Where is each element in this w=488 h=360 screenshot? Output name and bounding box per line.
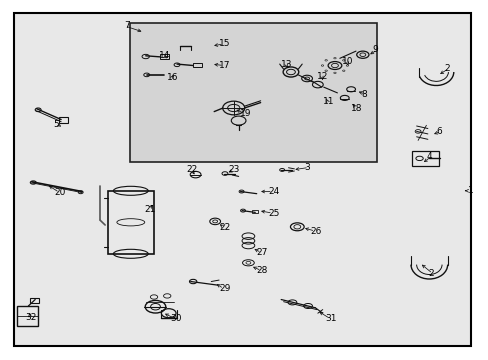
Text: 18: 18 (350, 104, 362, 113)
Text: 15: 15 (219, 40, 230, 49)
Text: 28: 28 (256, 266, 267, 275)
Text: 31: 31 (325, 314, 336, 323)
Text: 1: 1 (467, 186, 472, 195)
Text: 5: 5 (53, 120, 59, 129)
Text: 7: 7 (123, 21, 129, 30)
Bar (59, 117, 68, 123)
Bar (30, 298, 39, 303)
Text: 32: 32 (25, 313, 37, 322)
Text: 13: 13 (281, 60, 292, 69)
Text: 12: 12 (316, 72, 327, 81)
Bar (160, 54, 169, 59)
Text: 24: 24 (267, 187, 279, 196)
Text: 2: 2 (443, 64, 449, 73)
Bar (17, 306, 38, 326)
Text: 19: 19 (239, 109, 251, 118)
Text: 20: 20 (55, 188, 66, 197)
Bar (252, 210, 258, 213)
Text: 21: 21 (144, 205, 155, 214)
Text: 16: 16 (167, 73, 179, 82)
Text: 10: 10 (342, 57, 353, 66)
Text: 25: 25 (267, 209, 279, 217)
Text: 17: 17 (219, 61, 230, 70)
Text: 6: 6 (435, 127, 441, 136)
Text: 22: 22 (219, 223, 230, 232)
Bar (411, 151, 438, 166)
Text: 9: 9 (372, 45, 378, 54)
Text: 23: 23 (228, 165, 240, 174)
Text: 2: 2 (427, 269, 433, 278)
Text: 11: 11 (322, 97, 334, 106)
Bar (129, 23, 376, 162)
Text: 14: 14 (159, 51, 170, 60)
Text: 27: 27 (256, 248, 267, 257)
Bar (193, 63, 202, 67)
Text: 4: 4 (426, 152, 431, 161)
Text: 22: 22 (186, 165, 198, 174)
Text: 30: 30 (170, 314, 182, 323)
Text: 8: 8 (360, 90, 366, 99)
Bar (107, 191, 154, 254)
Text: 26: 26 (310, 227, 321, 236)
Text: 3: 3 (304, 163, 309, 172)
Text: 29: 29 (219, 284, 230, 293)
